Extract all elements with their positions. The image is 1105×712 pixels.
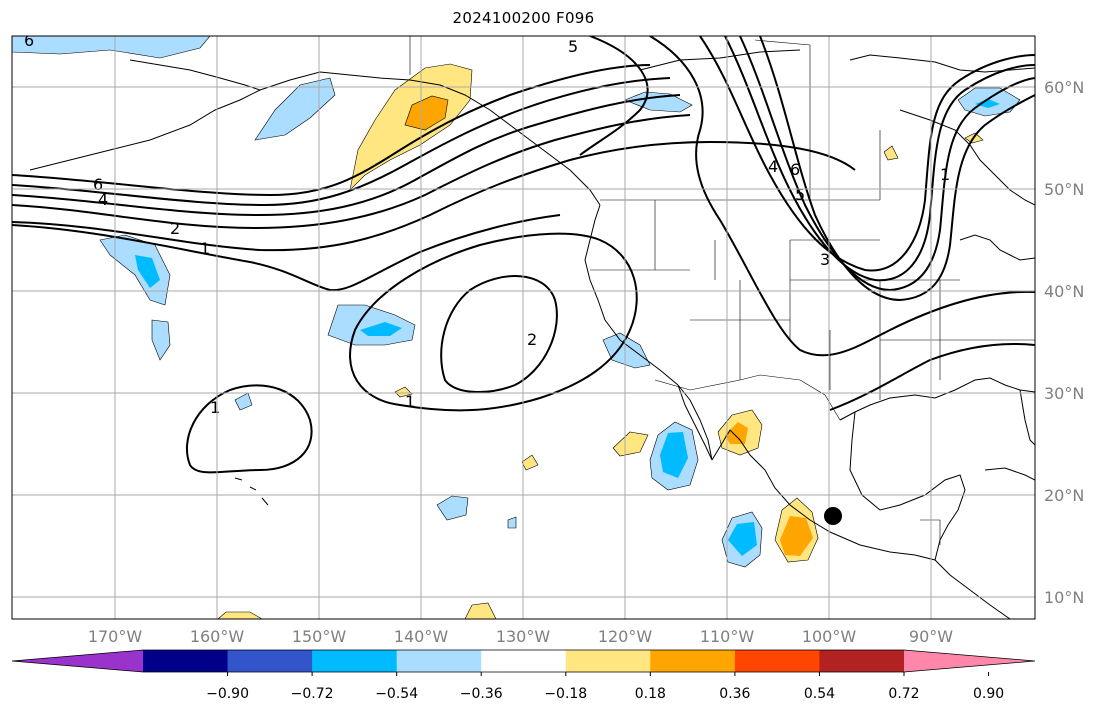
storm-marker (824, 507, 842, 525)
contour-label: 5 (795, 185, 805, 204)
lon-label: 170°W (88, 627, 143, 646)
contour-label: 2 (170, 219, 180, 238)
contour-label: 1 (210, 398, 220, 417)
lon-label: 100°W (802, 627, 857, 646)
contour-label: 1 (405, 392, 415, 411)
contour-label: 4 (98, 190, 108, 209)
contour-label: 1 (940, 165, 950, 184)
lon-label: 120°W (598, 627, 653, 646)
lon-label: 130°W (496, 627, 551, 646)
colorbar-extend-high (904, 650, 1035, 672)
colorbar: −0.90 −0.72 −0.54 −0.36 −0.18 0.18 0.36 0.54 0.7… (11, 649, 1036, 702)
lat-label: 10°N (1044, 588, 1084, 607)
colorbar-segment (481, 650, 567, 672)
colorbar-segment (312, 650, 398, 672)
colorbar-outline (11, 649, 1036, 673)
colorbar-tick-label: −0.54 (375, 686, 418, 702)
colorbar-extend-low (12, 650, 143, 672)
contour-lines (12, 36, 1035, 474)
contour-label: 4 (768, 157, 778, 176)
colorbar-segment (227, 650, 313, 672)
colorbar-tick-label: −0.90 (206, 686, 249, 702)
colorbar-tick-label: −0.72 (291, 686, 334, 702)
lat-label: 20°N (1044, 486, 1084, 505)
colorbar-segment (396, 650, 482, 672)
contour-label: 5 (568, 37, 578, 56)
contour-label: 2 (527, 330, 537, 349)
contour-label: 6 (24, 31, 34, 50)
colorbar-tick-label: 0.54 (804, 686, 835, 702)
longitude-labels: 170°W 160°W 150°W 140°W 130°W 120°W 110°… (88, 627, 953, 646)
colorbar-segment (650, 650, 736, 672)
contour-label: 6 (790, 160, 800, 179)
colorbar-segment (819, 650, 905, 672)
shaded-anomalies (12, 36, 1021, 619)
colorbar-tick-label: 0.36 (719, 686, 750, 702)
contour-label: 6 (93, 175, 103, 194)
graticule (12, 36, 1035, 619)
lon-label: 140°W (394, 627, 449, 646)
colorbar-segment (143, 650, 229, 672)
lat-label: 30°N (1044, 384, 1084, 403)
latitude-labels: 60°N 50°N 40°N 30°N 20°N 10°N (1044, 78, 1084, 607)
contour-labels: 6 5 4 2 1 2 1 1 6 4 6 5 1 3 (24, 31, 950, 417)
map-frame (11, 35, 1036, 620)
colorbar-tick-label: 0.18 (635, 686, 666, 702)
colorbar-tick-label: −0.36 (460, 686, 503, 702)
lon-label: 110°W (700, 627, 755, 646)
contour-label: 1 (200, 239, 210, 258)
coastlines (29, 49, 1035, 619)
lon-label: 160°W (190, 627, 245, 646)
colorbar-segment (565, 650, 651, 672)
colorbar-tick-label: 0.90 (973, 686, 1004, 702)
lon-label: 150°W (292, 627, 347, 646)
colorbar-segment (734, 650, 820, 672)
lat-label: 50°N (1044, 180, 1084, 199)
colorbar-tick-label: 0.72 (888, 686, 919, 702)
lon-label: 90°W (909, 627, 953, 646)
lat-label: 40°N (1044, 282, 1084, 301)
map-title: 2024100200 F096 (452, 9, 595, 27)
contour-label: 3 (820, 250, 830, 269)
colorbar-tick-label: −0.18 (544, 686, 587, 702)
lat-label: 60°N (1044, 78, 1084, 97)
